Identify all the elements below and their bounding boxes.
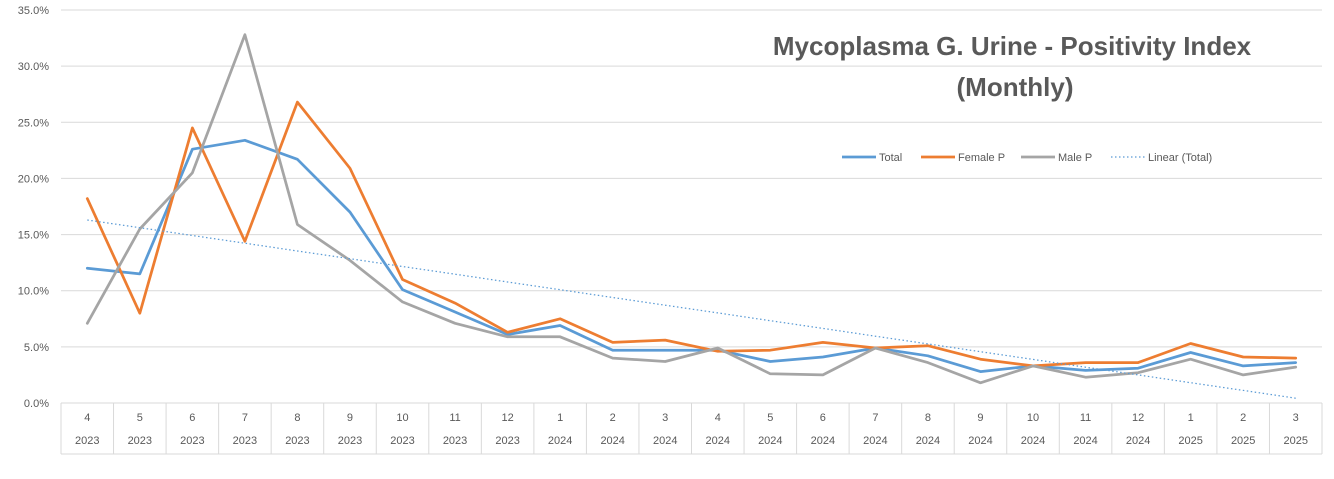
x-tick-year: 2025 [1283, 435, 1307, 447]
y-tick-label: 5.0% [24, 342, 49, 354]
x-tick-month: 12 [1132, 412, 1144, 424]
x-tick-month: 4 [84, 412, 90, 424]
x-tick-month: 1 [557, 412, 563, 424]
x-tick-month: 7 [242, 412, 248, 424]
series-line-male-p [85, 33, 1298, 385]
x-tick-year: 2024 [1021, 435, 1045, 447]
x-tick-year: 2024 [653, 435, 677, 447]
x-tick-year: 2023 [285, 435, 309, 447]
x-tick-year: 2023 [495, 435, 519, 447]
x-tick-month: 2 [1240, 412, 1246, 424]
x-tick-month: 3 [662, 412, 668, 424]
y-tick-label: 20.0% [18, 173, 49, 185]
x-tick-year: 2023 [390, 435, 414, 447]
x-axis: 4202352023620237202382023920231020231120… [60, 402, 1323, 455]
x-tick-year: 2024 [968, 435, 992, 447]
x-tick-year: 2024 [600, 435, 624, 447]
x-tick-month: 4 [715, 412, 721, 424]
y-tick-label: 35.0% [18, 5, 49, 17]
chart-title-line-2: (Monthly) [957, 72, 1074, 102]
x-tick-year: 2024 [548, 435, 572, 447]
x-tick-month: 3 [1293, 412, 1299, 424]
x-tick-month: 10 [1027, 412, 1039, 424]
x-tick-year: 2024 [1073, 435, 1097, 447]
x-tick-month: 11 [1080, 412, 1091, 424]
series-line-female-p [85, 100, 1298, 368]
x-tick-month: 10 [396, 412, 408, 424]
x-tick-month: 12 [501, 412, 513, 424]
legend-label: Female P [958, 152, 1005, 164]
x-tick-month: 2 [610, 412, 616, 424]
x-tick-year: 2024 [916, 435, 940, 447]
x-tick-month: 1 [1188, 412, 1194, 424]
y-axis: 0.0% 5.0% 10.0% 15.0% 20.0% 25.0% 30.0% 35.0% [18, 5, 49, 410]
x-tick-month: 5 [137, 412, 143, 424]
x-tick-month: 6 [820, 412, 826, 424]
x-tick-year: 2023 [338, 435, 362, 447]
x-tick-year: 2023 [180, 435, 204, 447]
chart-title-line-1: Mycoplasma G. Urine - Positivity Index [773, 31, 1252, 61]
x-tick-year: 2025 [1178, 435, 1202, 447]
x-tick-year: 2023 [233, 435, 257, 447]
y-tick-label: 25.0% [18, 117, 49, 129]
x-tick-year: 2024 [863, 435, 887, 447]
x-tick-year: 2025 [1231, 435, 1255, 447]
x-tick-month: 8 [925, 412, 931, 424]
x-tick-month: 5 [767, 412, 773, 424]
series-lines [85, 33, 1298, 399]
x-tick-year: 2023 [443, 435, 467, 447]
y-tick-label: 15.0% [18, 230, 49, 242]
y-tick-label: 30.0% [18, 61, 49, 73]
legend-label: Total [879, 152, 902, 164]
x-tick-year: 2024 [1126, 435, 1150, 447]
x-tick-month: 9 [977, 412, 983, 424]
x-tick-month: 11 [449, 412, 460, 424]
legend: Total Female P Male P Linear (Total) [842, 152, 1212, 164]
x-tick-month: 6 [189, 412, 195, 424]
legend-label: Male P [1058, 152, 1092, 164]
y-tick-label: 0.0% [24, 398, 49, 410]
x-tick-year: 2024 [811, 435, 835, 447]
legend-label: Linear (Total) [1148, 152, 1212, 164]
x-tick-month: 7 [872, 412, 878, 424]
y-tick-label: 10.0% [18, 286, 49, 298]
x-tick-year: 2023 [128, 435, 152, 447]
x-tick-year: 2023 [75, 435, 99, 447]
x-tick-month: 8 [294, 412, 300, 424]
chart-title: Mycoplasma G. Urine - Positivity Index (… [773, 31, 1252, 102]
x-tick-year: 2024 [758, 435, 782, 447]
x-tick-year: 2024 [706, 435, 730, 447]
x-tick-month: 9 [347, 412, 353, 424]
series-line-total [85, 138, 1298, 373]
